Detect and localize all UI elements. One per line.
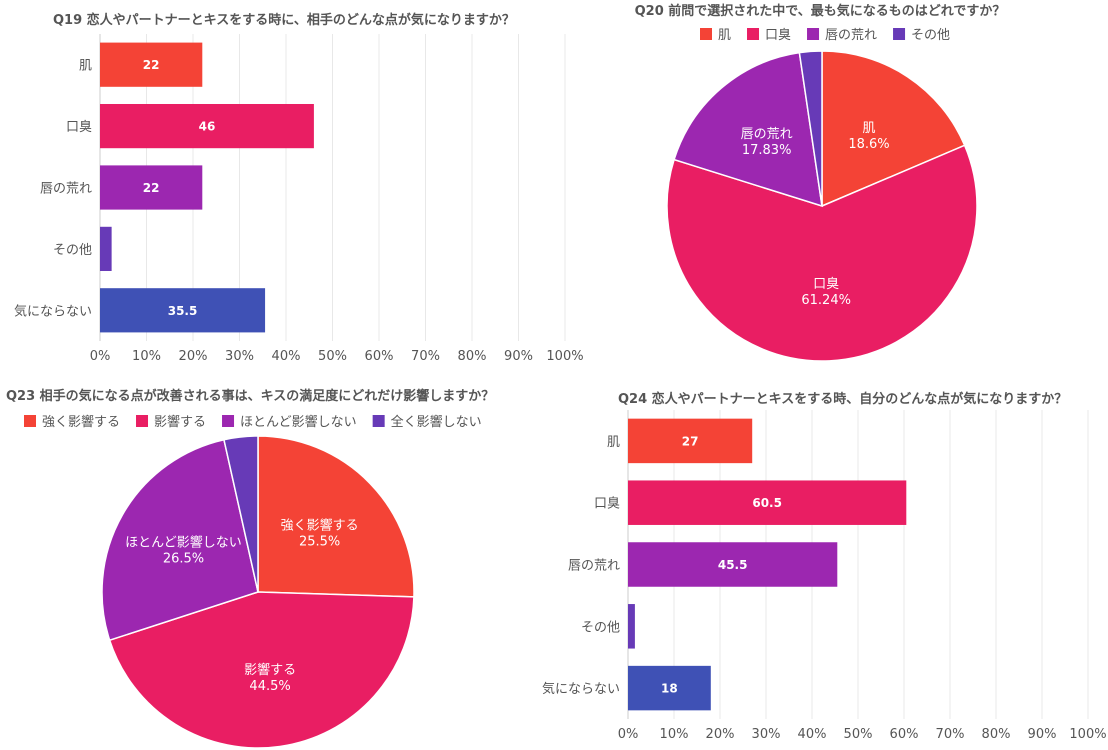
slice-value-label: 61.24%	[801, 293, 851, 308]
pie-slice	[101, 438, 259, 642]
bar-value-label: 45.5	[718, 558, 748, 572]
x-tick-label: 0%	[618, 727, 639, 742]
pie-slice	[673, 51, 823, 208]
pie-chart-1: Q20 前問で選択された中で、最も気になるものはどれですか？肌 口臭 唇の荒れ その他…	[635, 3, 1006, 362]
category-label: 唇の荒れ	[40, 182, 92, 197]
legend-label: 影響する	[154, 414, 206, 430]
category-label: 気にならない	[14, 303, 92, 319]
x-tick-label: 100%	[546, 349, 583, 364]
slice-name-label: 肌	[863, 121, 876, 136]
legend-swatch	[136, 415, 149, 427]
bar-value-label: 46	[199, 120, 216, 134]
x-tick-label: 40%	[798, 727, 827, 742]
category-label: 気にならない	[542, 681, 620, 697]
slice-value-label: 44.5%	[249, 679, 290, 694]
slice-value-label: 26.5%	[163, 551, 204, 566]
x-tick-label: 50%	[318, 349, 347, 364]
legend-label: 肌	[718, 28, 731, 43]
legend-label: 口臭	[765, 28, 791, 43]
legend-swatch	[700, 28, 712, 40]
category-label: その他	[53, 243, 92, 258]
bar	[628, 604, 635, 649]
category-label: 肌	[79, 59, 92, 74]
legend-swatch	[24, 415, 36, 427]
legend-label: ほとんど影響しない	[240, 414, 357, 430]
bar	[628, 418, 753, 464]
bar-chart-3: Q24 恋人やパートナーとキスをする時、自分のどんな点が気になりますか？ 0% 10…	[542, 391, 1107, 742]
bar-value-label: 60.5	[752, 496, 782, 510]
bar-value-label: 35.5	[168, 304, 198, 318]
x-tick-label: 50%	[844, 727, 873, 742]
slice-value-label: 17.83%	[742, 143, 792, 158]
x-tick-label: 80%	[982, 727, 1011, 742]
x-tick-label: 30%	[225, 349, 254, 364]
x-tick-label: 90%	[1028, 727, 1057, 742]
bar-value-label: 27	[682, 434, 699, 448]
bar	[100, 103, 314, 149]
slice-value-label: 18.6%	[848, 137, 889, 152]
category-label: 口臭	[594, 497, 620, 512]
pie-chart-2: Q23 相手の気になる点が改善される事は、キスの満足度にどれだけ影響しますか？ 強…	[6, 388, 494, 749]
chart-title: Q19 恋人やパートナーとキスをする時に、相手のどんな点が気になりますか？	[53, 12, 515, 28]
x-tick-label: 20%	[706, 727, 735, 742]
legend-swatch	[747, 28, 760, 40]
x-tick-label: 90%	[504, 349, 533, 364]
x-tick-label: 20%	[179, 349, 208, 364]
chart-title: Q20 前問で選択された中で、最も気になるものはどれですか？	[635, 3, 1006, 19]
x-tick-label: 10%	[660, 727, 689, 742]
slice-name-label: ほとんど影響しない	[125, 534, 242, 550]
bar-chart-0: Q19 恋人やパートナーとキスをする時に、相手のどんな点が気になりますか？ 0% 1…	[14, 12, 584, 364]
category-label: 肌	[607, 435, 620, 450]
legend-swatch	[807, 28, 820, 40]
category-label: 唇の荒れ	[568, 559, 620, 574]
legend-label: 全く影響しない	[391, 414, 482, 430]
bar	[628, 480, 907, 525]
legend-label: その他	[911, 28, 950, 43]
pie-slice	[666, 144, 978, 362]
category-label: その他	[581, 620, 620, 635]
bar-value-label: 18	[661, 682, 678, 696]
legend-swatch	[893, 28, 906, 40]
x-tick-label: 30%	[752, 727, 781, 742]
x-tick-label: 60%	[890, 727, 919, 742]
legend-label: 強く影響する	[42, 414, 120, 430]
legend-swatch	[372, 415, 385, 427]
slice-name-label: 唇の荒れ	[741, 127, 793, 142]
slice-name-label: 口臭	[813, 277, 839, 292]
slice-value-label: 25.5%	[299, 534, 340, 549]
legend-swatch	[222, 415, 235, 427]
x-tick-label: 10%	[132, 349, 161, 364]
x-tick-label: 100%	[1069, 727, 1106, 742]
x-tick-label: 70%	[936, 727, 965, 742]
bar	[100, 42, 203, 87]
x-tick-label: 80%	[458, 349, 487, 364]
bar-value-label: 22	[143, 181, 160, 195]
slice-name-label: 強く影響する	[281, 517, 359, 533]
pie-slice	[257, 435, 415, 598]
x-tick-label: 0%	[90, 349, 111, 364]
bar	[100, 165, 203, 210]
pie-slice	[798, 50, 823, 207]
x-tick-label: 70%	[411, 349, 440, 364]
category-label: 口臭	[66, 120, 92, 135]
pie-slice	[223, 435, 259, 593]
bar	[628, 542, 838, 587]
chart-title: Q23 相手の気になる点が改善される事は、キスの満足度にどれだけ影響しますか？	[6, 388, 494, 404]
pie-slice	[108, 591, 415, 749]
pie-slice	[821, 50, 966, 208]
x-tick-label: 40%	[272, 349, 301, 364]
bar	[100, 226, 112, 272]
slice-name-label: 影響する	[244, 662, 296, 678]
x-tick-label: 60%	[365, 349, 394, 364]
chart-title: Q24 恋人やパートナーとキスをする時、自分のどんな点が気になりますか？	[618, 391, 1067, 407]
bar	[100, 288, 266, 333]
bar	[628, 665, 711, 711]
legend-label: 唇の荒れ	[825, 28, 877, 43]
bar-value-label: 22	[143, 58, 160, 72]
